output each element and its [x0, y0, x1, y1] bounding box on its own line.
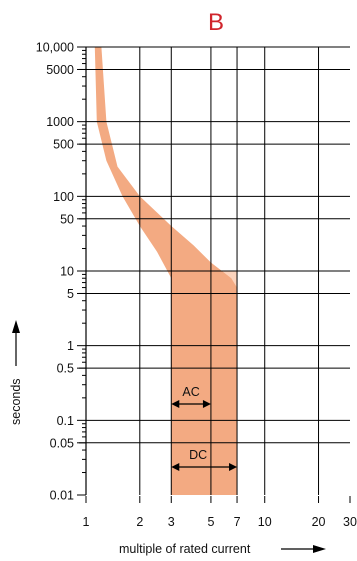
- dc-arrow-right-arrowhead: [229, 463, 238, 471]
- tripping-band: [94, 47, 237, 495]
- x-tick-label: 10: [258, 515, 272, 529]
- ac-arrow-right-arrowhead: [202, 400, 211, 408]
- x-axis-label: multiple of rated current: [119, 542, 251, 556]
- axes-layer: 10,000 5000 1000 500 100 50 10 5 1 0.5 0.1 0.05 0.01…: [36, 41, 357, 530]
- fill-layer: [94, 47, 238, 495]
- dc-arrow-left-arrowhead: [171, 463, 180, 471]
- y-tick-label: 10: [60, 265, 74, 279]
- y-tick-label: 5: [67, 287, 74, 301]
- x-tick-label: 1: [83, 515, 90, 529]
- y-tick-label: 50: [60, 212, 74, 226]
- y-tick-label: 0.1: [57, 414, 74, 428]
- ac-arrow-left-arrowhead: [171, 400, 180, 408]
- grid-layer: [86, 46, 350, 495]
- y-tick-label: 100: [53, 190, 74, 204]
- y-tick-label: 5000: [46, 63, 74, 77]
- x-axis-arrowhead: [313, 545, 326, 553]
- y-tick-label: 1: [67, 339, 74, 353]
- x-tick-label: 2: [136, 515, 143, 529]
- x-tick-label: 3: [168, 515, 175, 529]
- y-tick-label: 0.05: [50, 436, 74, 450]
- x-tick-label: 5: [207, 515, 214, 529]
- y-tick-label: 10,000: [36, 41, 74, 55]
- y-tick-label: 1000: [46, 115, 74, 129]
- y-tick-label: 500: [53, 138, 74, 152]
- x-tick-label: 20: [312, 515, 326, 529]
- x-tick-label: 7: [234, 515, 241, 529]
- y-axis-label: seconds: [9, 378, 23, 425]
- ac-label: AC: [182, 385, 199, 399]
- dc-label: DC: [189, 448, 207, 462]
- y-tick-label: 0.5: [57, 362, 74, 376]
- annotation-layer: AC DC: [171, 385, 238, 471]
- x-tick-label: 30: [343, 515, 357, 529]
- y-axis-arrowhead: [12, 320, 20, 333]
- y-tick-label: 0.01: [50, 489, 74, 503]
- chart-title: B: [208, 9, 224, 36]
